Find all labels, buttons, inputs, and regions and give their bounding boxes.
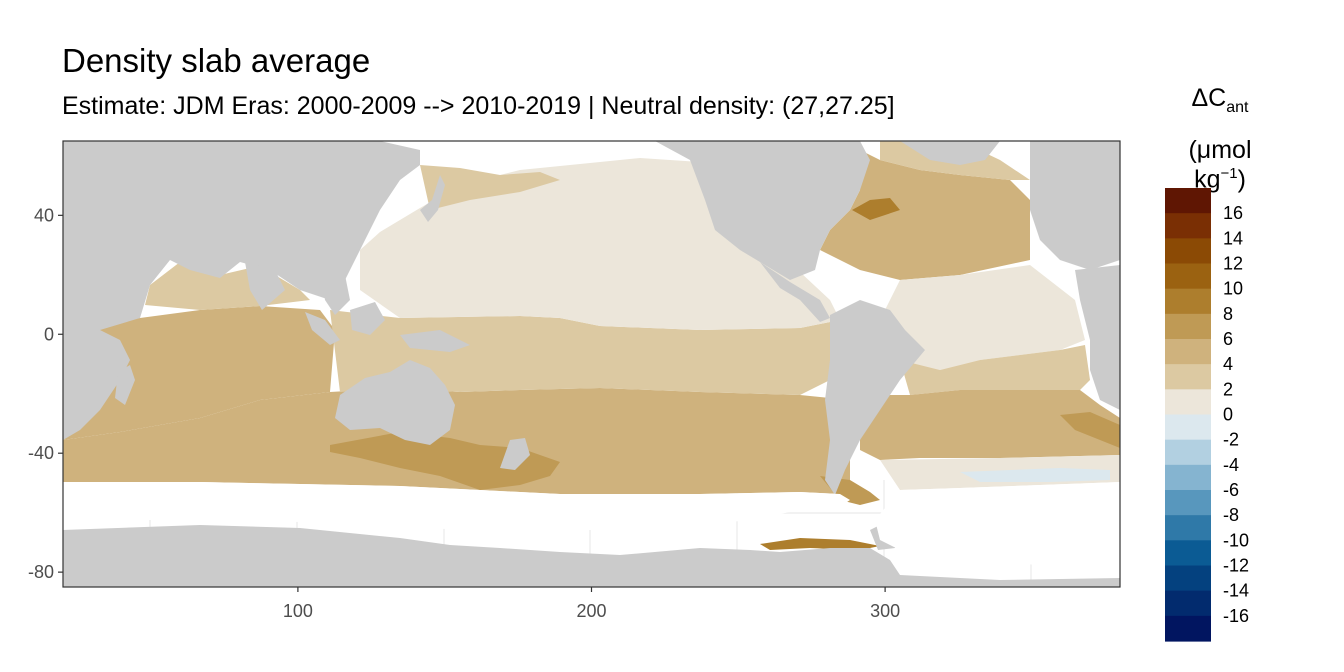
colorbar-label: -8 [1223, 505, 1239, 525]
land-south-america [825, 300, 925, 495]
colorbar-segment [1165, 515, 1211, 541]
field-sa-lower [860, 390, 1120, 460]
colorbar-segment [1165, 238, 1211, 265]
land-north-america [655, 141, 870, 280]
land-antarctica-east [63, 525, 1120, 587]
land-new-zealand [500, 438, 530, 470]
no-data [63, 482, 1120, 565]
nodata-weddell [875, 482, 1120, 565]
field-weddell-rim [760, 538, 880, 550]
colorbar-segment [1165, 389, 1211, 416]
colorbar-label: 0 [1223, 405, 1233, 425]
land-madagascar [115, 365, 135, 405]
land-sumatra [305, 312, 340, 345]
colorbar-segment [1165, 464, 1211, 491]
land-masses [63, 141, 1120, 587]
colorbar-segment [1165, 565, 1211, 592]
colorbar-segment [1165, 213, 1211, 239]
colorbar-segment [1165, 263, 1211, 290]
colorbar-segment [1165, 439, 1211, 466]
colorbar-segment [1165, 288, 1211, 315]
colorbar-label: 12 [1223, 254, 1243, 274]
colorbar-label: -2 [1223, 430, 1239, 450]
field-labrador [852, 198, 900, 220]
y-tick-label: 0 [44, 324, 54, 344]
chart-subtitle: Estimate: JDM Eras: 2000-2009 --> 2010-2… [62, 92, 895, 120]
field-indian-band [63, 306, 335, 440]
nodata-southern [63, 482, 850, 530]
colorbar-label: 14 [1223, 228, 1243, 248]
colorbar-segment [1165, 490, 1211, 516]
legend-unit: (μmol kg−1) [1160, 136, 1280, 194]
land-india [245, 262, 285, 310]
land-africa-south [63, 330, 130, 440]
colorbar-label: -4 [1223, 455, 1239, 475]
land-new-guinea [400, 330, 470, 352]
map-panel [63, 141, 1120, 587]
chart-title: Density slab average [62, 42, 371, 79]
land-europe-ne [1030, 141, 1120, 270]
land-borneo [350, 302, 385, 335]
legend-title-main: ΔC [1191, 84, 1227, 112]
field-tropical-atlantic [880, 265, 1085, 370]
legend-unit-pre: (μmol kg [1188, 136, 1252, 194]
colorbar-label: -14 [1223, 581, 1249, 601]
colorbar-segment [1165, 540, 1211, 567]
x-axis: 100 200 300 [283, 587, 900, 621]
x-tick-label: 100 [283, 601, 313, 621]
field-north-atlantic [820, 150, 1030, 280]
colorbar-label: 2 [1223, 379, 1233, 399]
field-sa-upper [900, 345, 1090, 395]
colorbar-segment [1165, 590, 1211, 617]
colorbar-label: 6 [1223, 329, 1233, 349]
colorbar-legend: 16 14 12 10 8 6 4 2 0 -2 -4 -6 -8 -10 -12 -14 -16 [1165, 188, 1249, 642]
colorbar-segment [1165, 313, 1211, 340]
land-japan [420, 175, 445, 222]
colorbar-label: -12 [1223, 556, 1249, 576]
x-tick-label: 200 [576, 601, 606, 621]
land-central-america [760, 262, 830, 322]
y-axis: 40 0 -40 -80 [28, 205, 63, 582]
field-tropical-pacific [330, 310, 845, 395]
land-australia [335, 360, 455, 445]
x-tick-label: 300 [870, 601, 900, 621]
y-tick-label: -40 [28, 443, 54, 463]
land-indochina [320, 270, 350, 315]
field-kuroshio [420, 165, 560, 210]
colorbar-segment [1165, 615, 1211, 642]
field-sa-blue [960, 468, 1110, 482]
y-tick-label: -80 [28, 562, 54, 582]
legend-title-sub: ant [1226, 99, 1249, 116]
colorbar-segment [1165, 364, 1211, 390]
legend-unit-post: ) [1237, 165, 1246, 194]
land-greenland [900, 141, 1000, 165]
field-south-australia [330, 432, 560, 490]
colorbar-label: 4 [1223, 354, 1233, 374]
colorbar-segment [1165, 188, 1211, 214]
colorbar-label: -6 [1223, 480, 1239, 500]
land-west-africa [1075, 265, 1120, 410]
field-north-pacific [360, 158, 840, 330]
colorbar-label: 16 [1223, 203, 1243, 223]
colorbar-label: -16 [1223, 606, 1249, 626]
colorbar-segment [1165, 414, 1211, 441]
colorbar-label: 10 [1223, 279, 1243, 299]
colorbar-segment [1165, 339, 1211, 365]
legend-unit-sup: −1 [1220, 165, 1238, 182]
y-tick-label: 40 [34, 205, 54, 225]
colorbar-label: -10 [1223, 530, 1249, 550]
legend-title: ΔCant [1160, 84, 1280, 117]
colorbar-label: 8 [1223, 304, 1233, 324]
ocean-fields [63, 141, 1120, 550]
field-agulhas [1060, 412, 1120, 448]
